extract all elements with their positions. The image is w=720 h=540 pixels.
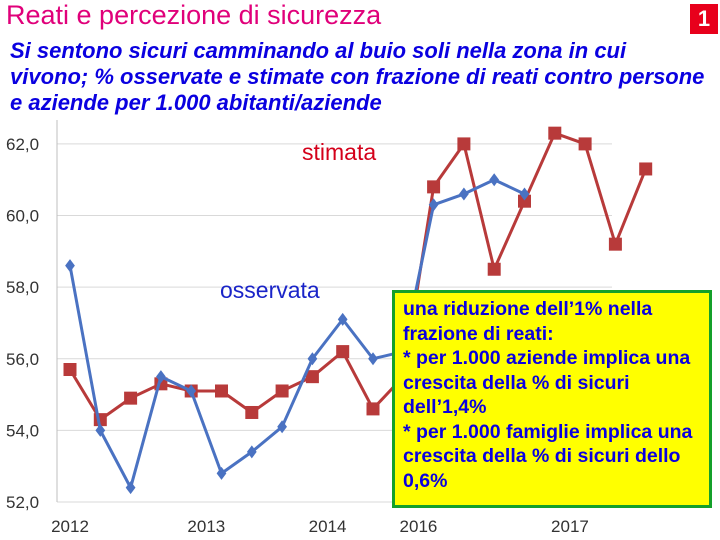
data-point-stimata (124, 391, 138, 405)
data-point-osservata (459, 187, 469, 201)
data-point-osservata (337, 312, 348, 326)
y-tick-label: 60,0 (6, 207, 39, 226)
y-tick-label: 58,0 (6, 278, 39, 297)
data-point-osservata (489, 173, 500, 187)
data-point-osservata (428, 198, 439, 212)
chart-subtitle: Si sentono sicuri camminando al buio sol… (10, 38, 705, 115)
data-point-osservata (368, 352, 378, 366)
data-point-osservata (125, 481, 136, 495)
x-tick-label: 2014 (309, 517, 347, 536)
data-point-stimata (518, 194, 531, 208)
data-point-stimata (639, 162, 653, 176)
y-tick-label: 56,0 (6, 350, 39, 369)
data-point-osservata (277, 420, 287, 434)
data-point-stimata (578, 137, 592, 151)
data-point-osservata (519, 187, 530, 201)
data-point-stimata (305, 370, 319, 384)
data-point-stimata (487, 262, 501, 276)
data-point-osservata (186, 384, 197, 398)
data-point-stimata (366, 402, 380, 416)
data-point-osservata (216, 466, 227, 480)
y-tick-label: 62,0 (6, 135, 39, 154)
data-point-stimata (457, 137, 471, 151)
data-point-stimata (548, 126, 562, 140)
data-point-osservata (156, 370, 166, 384)
series-label-osservata: osservata (220, 277, 320, 303)
x-tick-label: 2017 (551, 517, 589, 536)
data-point-osservata (95, 423, 106, 437)
x-tick-label: 2013 (187, 517, 225, 536)
series-line-osservata (68, 178, 526, 490)
x-tick-label: 2012 (51, 517, 89, 536)
series-label-stimata: stimata (302, 139, 376, 165)
x-tick-label: 2016 (400, 517, 438, 536)
slide-number-badge: 1 (690, 4, 718, 34)
data-point-stimata (336, 345, 350, 359)
data-point-osservata (65, 259, 75, 273)
page-title: Reati e percezione di sicurezza (6, 0, 382, 30)
annotation-box: una riduzione dell’1% nella frazione di … (392, 290, 712, 508)
data-point-stimata (427, 180, 441, 194)
data-point-stimata (215, 384, 228, 398)
data-point-osservata (246, 445, 257, 459)
data-point-stimata (245, 405, 259, 419)
data-point-stimata (275, 384, 289, 398)
data-point-osservata (307, 352, 318, 366)
data-point-stimata (608, 237, 622, 251)
data-point-stimata (63, 363, 77, 377)
y-tick-label: 52,0 (6, 493, 39, 512)
y-tick-label: 54,0 (6, 421, 39, 440)
